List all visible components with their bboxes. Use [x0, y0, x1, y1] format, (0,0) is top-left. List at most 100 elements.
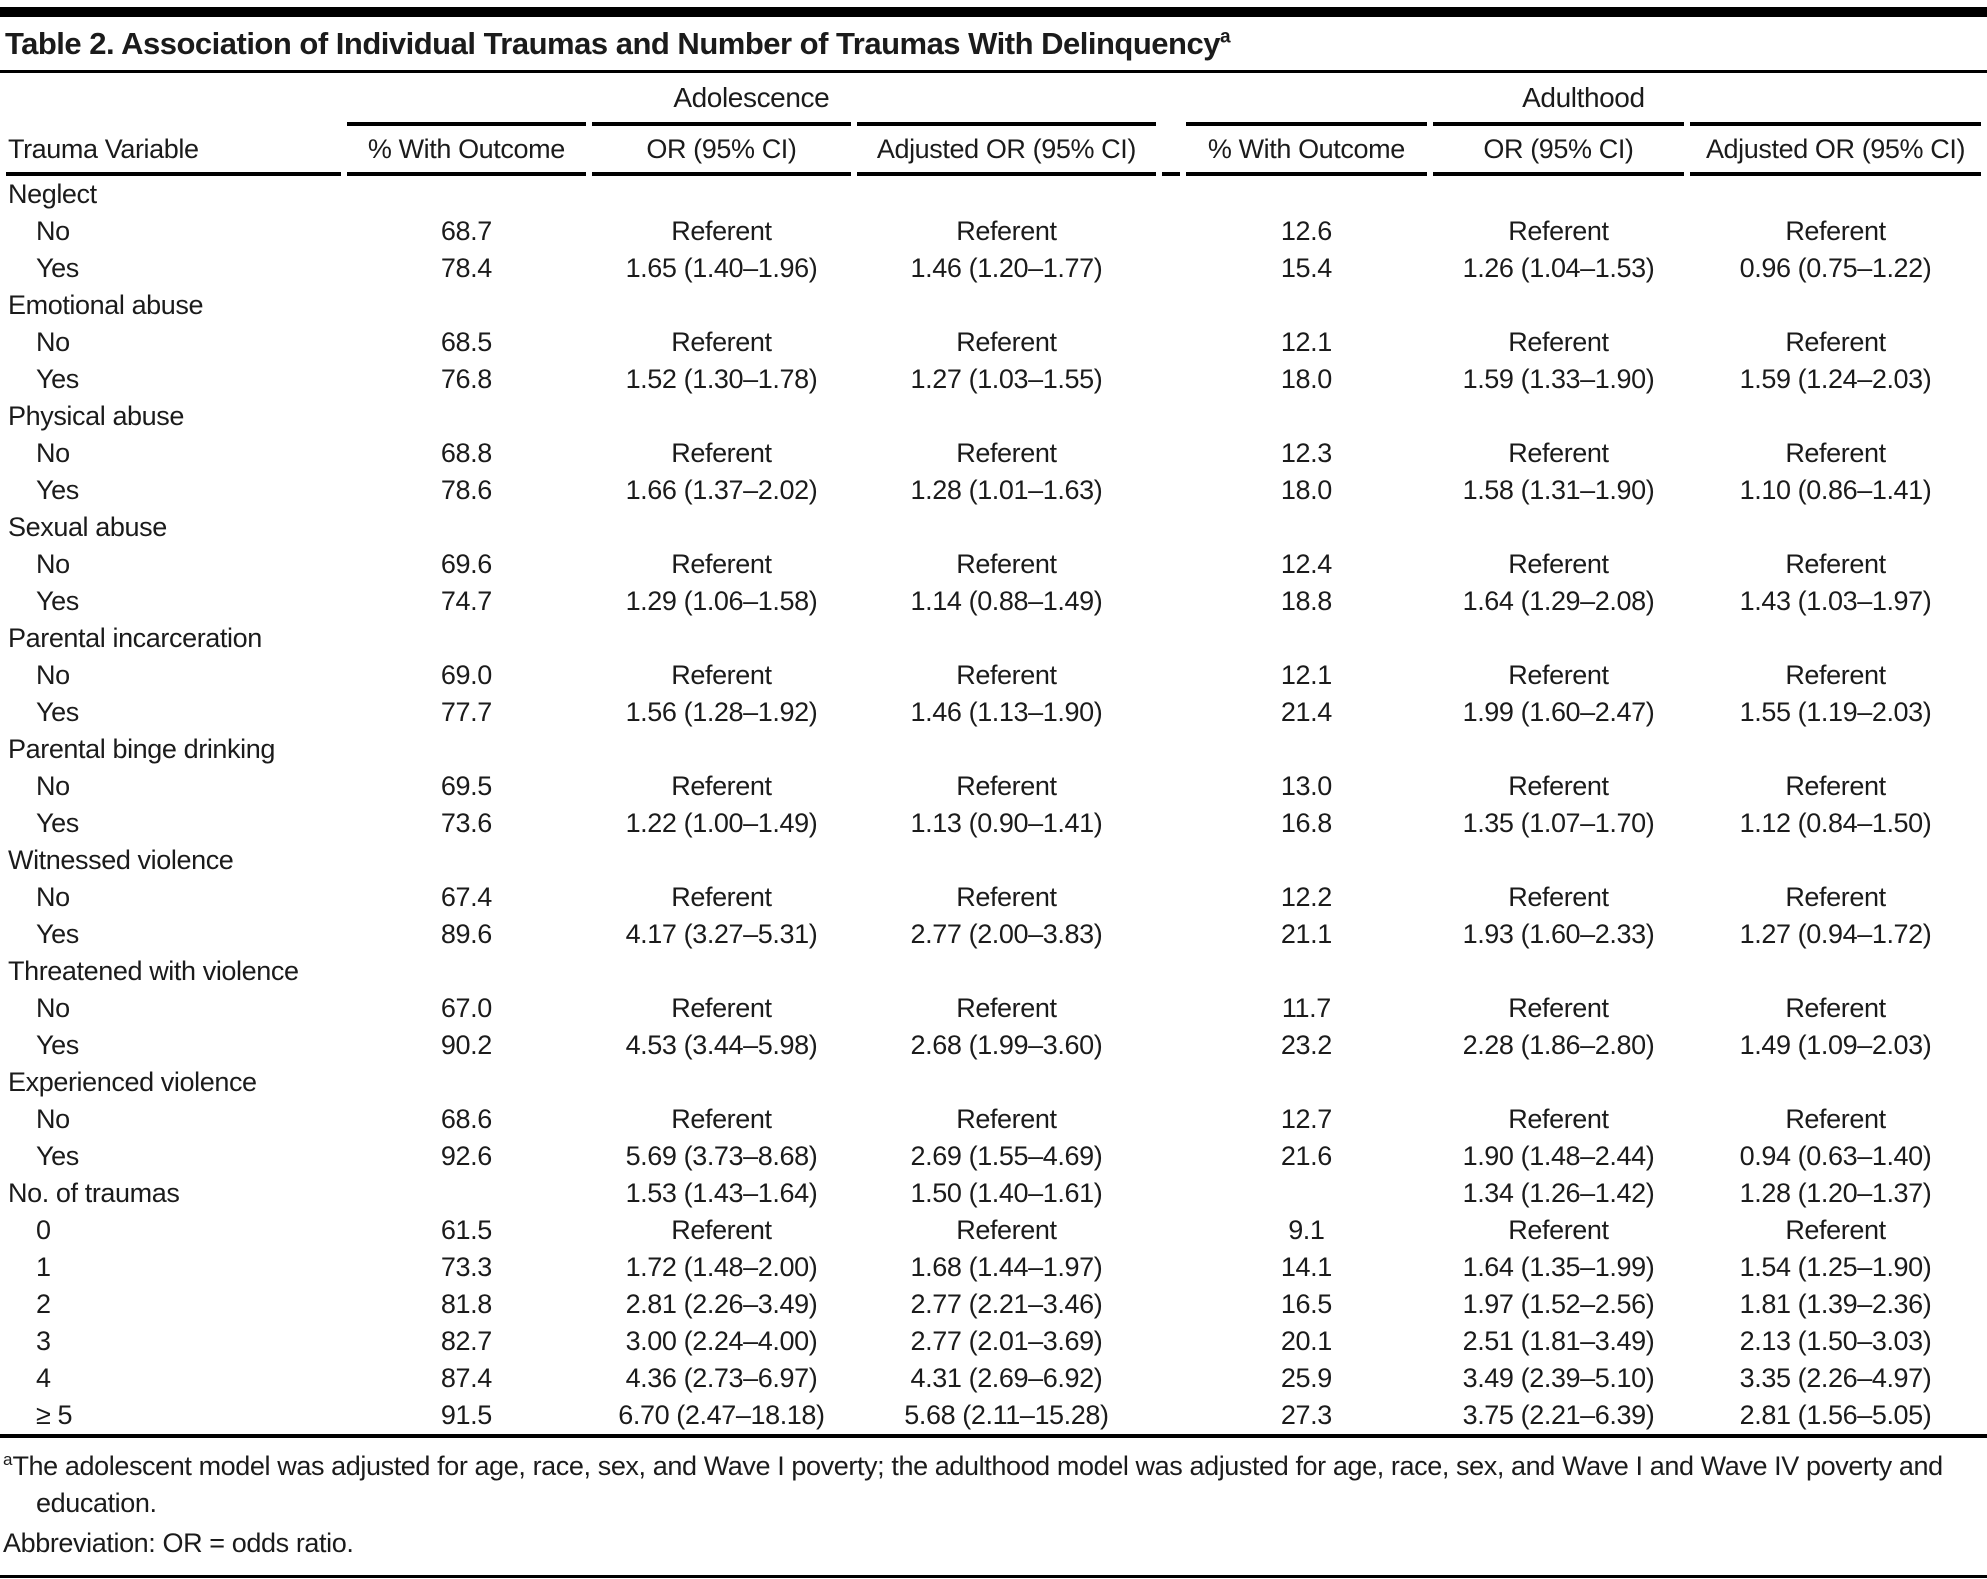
table-row: Physical abuse	[6, 398, 1981, 435]
cell-value: 1.10 (0.86–1.41)	[1739, 475, 1932, 505]
footnote-abbreviation: Abbreviation: OR = odds ratio.	[3, 1528, 354, 1558]
table-row: Yes 92.6 5.69 (3.73–8.68) 2.69 (1.55–4.69) 2…	[6, 1138, 1981, 1175]
cell-value	[592, 176, 851, 213]
cell-value	[1433, 1064, 1684, 1101]
cell-value	[857, 953, 1156, 990]
row-label: ≥ 5	[36, 1400, 73, 1430]
cell-value: Referent	[1785, 993, 1886, 1023]
cell-value: Referent	[956, 327, 1057, 357]
cell-value: 15.4	[1280, 253, 1332, 283]
cell-value: 1.64 (1.29–2.08)	[1462, 586, 1655, 616]
column-spacer	[1162, 176, 1180, 213]
cell-value: Referent	[1785, 1104, 1886, 1134]
cell-value: 1.22 (1.00–1.49)	[625, 808, 818, 838]
cell-value: 2.68 (1.99–3.60)	[910, 1030, 1103, 1060]
cell-value: Referent	[1508, 993, 1609, 1023]
column-spacer	[1162, 1249, 1180, 1286]
cell-value	[347, 842, 586, 879]
cell-value	[857, 1064, 1156, 1101]
row-label: Parental incarceration	[8, 623, 262, 653]
cell-value: Referent	[671, 327, 772, 357]
cell-value: 0.96 (0.75–1.22)	[1739, 253, 1932, 283]
cell-value: Referent	[671, 1104, 772, 1134]
cell-value: 3.35 (2.26–4.97)	[1739, 1363, 1932, 1393]
rule-segment	[591, 122, 851, 126]
cell-value: Referent	[1508, 1104, 1609, 1134]
row-label: Yes	[36, 253, 79, 283]
column-header-adult-adjusted-or: Adjusted OR (95% CI)	[1705, 133, 1966, 164]
cell-value: 1.64 (1.35–1.99)	[1462, 1252, 1655, 1282]
cell-value	[1433, 398, 1684, 435]
cell-value: 67.0	[440, 993, 492, 1023]
cell-value: 12.3	[1280, 438, 1332, 468]
column-spacer	[1162, 509, 1180, 546]
cell-value: 4.17 (3.27–5.31)	[625, 919, 818, 949]
cell-value: 13.0	[1280, 771, 1332, 801]
table-body: Neglect No 68.7 Referent Referent 12.6 Referen…	[6, 176, 1981, 1434]
cell-value: 1.28 (1.20–1.37)	[1739, 1178, 1932, 1208]
row-label: Yes	[36, 808, 79, 838]
cell-value: 2.28 (1.86–2.80)	[1462, 1030, 1655, 1060]
cell-value: 18.8	[1280, 586, 1332, 616]
column-spacer	[1162, 805, 1180, 842]
column-spacer	[1162, 472, 1180, 509]
cell-value: 1.72 (1.48–2.00)	[625, 1252, 818, 1282]
cell-value: 61.5	[440, 1215, 492, 1245]
table-row: No 69.0 Referent Referent 12.1 Referent Refere…	[6, 657, 1981, 694]
cell-value: 78.6	[440, 475, 492, 505]
column-header-row: Trauma Variable % With Outcome OR (95% C…	[6, 126, 1981, 172]
row-label: Witnessed violence	[8, 845, 234, 875]
cell-value: 76.8	[440, 364, 492, 394]
cell-value	[1433, 731, 1684, 768]
row-label: Sexual abuse	[8, 512, 167, 542]
footnote-a: aThe adolescent model was adjusted for a…	[3, 1441, 1987, 1522]
row-label: Parental binge drinking	[8, 734, 275, 764]
column-group-adulthood: Adulthood	[1522, 81, 1645, 113]
cell-value: 12.1	[1280, 327, 1332, 357]
table-row: Yes 74.7 1.29 (1.06–1.58) 1.14 (0.88–1.49) 1…	[6, 583, 1981, 620]
cell-value: Referent	[956, 993, 1057, 1023]
cell-value	[857, 176, 1156, 213]
column-spacer	[1162, 361, 1180, 398]
cell-value	[347, 287, 586, 324]
cell-value: Referent	[1508, 882, 1609, 912]
column-spacer	[1162, 1323, 1180, 1360]
column-spacer	[1162, 435, 1180, 472]
cell-value: 82.7	[440, 1326, 492, 1356]
rule-segment	[591, 172, 851, 176]
column-spacer	[1162, 768, 1180, 805]
cell-value: Referent	[671, 549, 772, 579]
cell-value: 1.59 (1.24–2.03)	[1739, 364, 1932, 394]
row-label: No	[36, 327, 70, 357]
cell-value	[347, 1175, 586, 1212]
cell-value: 3.49 (2.39–5.10)	[1462, 1363, 1655, 1393]
cell-value: Referent	[671, 771, 772, 801]
column-spacer	[1162, 1064, 1180, 1101]
cell-value: 74.7	[440, 586, 492, 616]
cell-value: 1.13 (0.90–1.41)	[910, 808, 1103, 838]
cell-value: 25.9	[1280, 1363, 1332, 1393]
row-label: No. of traumas	[8, 1178, 180, 1208]
cell-value: 4.31 (2.69–6.92)	[910, 1363, 1103, 1393]
cell-value: 92.6	[440, 1141, 492, 1171]
cell-value: 20.1	[1280, 1326, 1332, 1356]
cell-value: 1.58 (1.31–1.90)	[1462, 475, 1655, 505]
cell-value: 27.3	[1280, 1400, 1332, 1430]
cell-value: 2.77 (2.01–3.69)	[910, 1326, 1103, 1356]
row-label: No	[36, 216, 70, 246]
cell-value: Referent	[1508, 771, 1609, 801]
cell-value: 1.90 (1.48–2.44)	[1462, 1141, 1655, 1171]
cell-value: 68.5	[440, 327, 492, 357]
cell-value	[1690, 287, 1981, 324]
cell-value	[1186, 620, 1427, 657]
row-label: Experienced violence	[8, 1067, 257, 1097]
rule-segment	[346, 172, 586, 176]
column-spacer	[1162, 916, 1180, 953]
table-row: No 69.6 Referent Referent 12.4 Referent Refere…	[6, 546, 1981, 583]
table-row: No 68.6 Referent Referent 12.7 Referent Refere…	[6, 1101, 1981, 1138]
cell-value	[1433, 176, 1684, 213]
cell-value	[1433, 953, 1684, 990]
cell-value: 16.8	[1280, 808, 1332, 838]
cell-value: 2.77 (2.21–3.46)	[910, 1289, 1103, 1319]
cell-value	[592, 731, 851, 768]
